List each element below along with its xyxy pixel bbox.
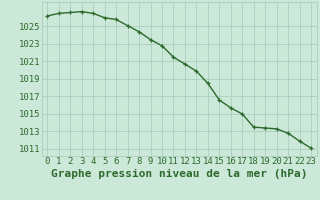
X-axis label: Graphe pression niveau de la mer (hPa): Graphe pression niveau de la mer (hPa) — [51, 169, 308, 179]
